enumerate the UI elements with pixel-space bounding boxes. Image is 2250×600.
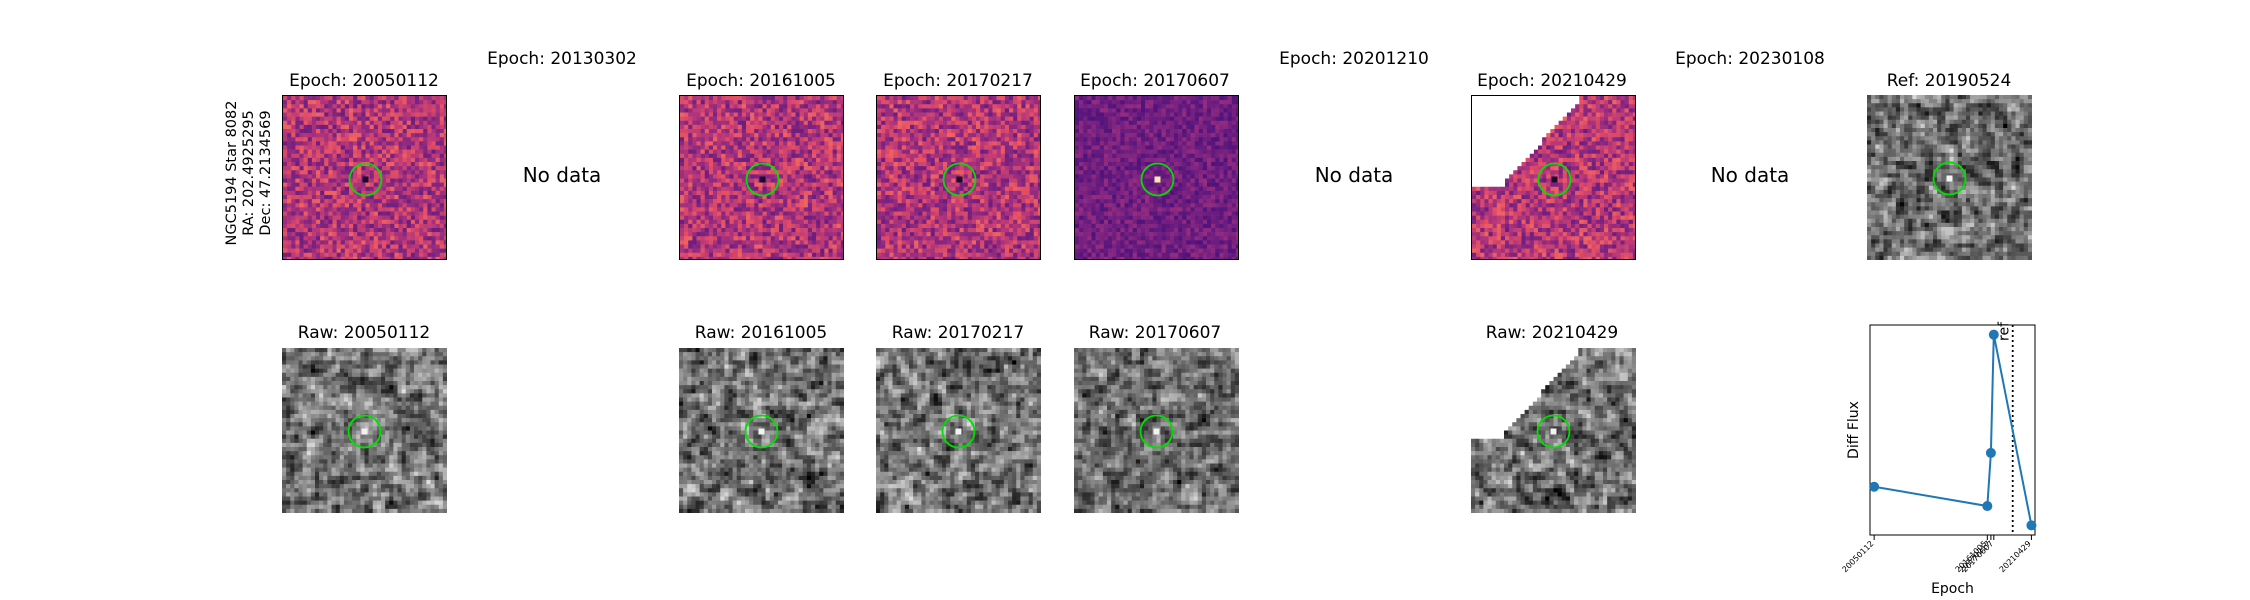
target-circle (347, 414, 382, 449)
target-circle (1932, 161, 1967, 196)
target-circle (1536, 414, 1571, 449)
diff-image (1471, 95, 1636, 260)
panel-title: Raw: 20170607 (1088, 323, 1222, 343)
panel-title: Epoch: 20170607 (1080, 71, 1230, 91)
no-data-text: No data (1314, 163, 1394, 187)
panel-title: Epoch: 20210429 (1477, 71, 1627, 91)
data-point (1982, 501, 1993, 512)
panel-title: Epoch: 20050112 (289, 71, 439, 91)
target-circle (744, 414, 779, 449)
star-ra: RA: 202.4925295 (241, 110, 257, 236)
reference-image (1867, 95, 2032, 260)
source-pixel (956, 176, 963, 183)
raw-image (1471, 348, 1636, 513)
diff-image (679, 95, 844, 260)
no-data-text: No data (1710, 163, 1790, 187)
target-circle (1537, 162, 1572, 197)
source-pixel (758, 428, 765, 435)
panel-title: Raw: 20161005 (694, 323, 828, 343)
reference-label: ref (1997, 321, 2013, 341)
y-axis-label: Diff Flux (1846, 401, 1862, 459)
panel-title: Epoch: 20170217 (883, 71, 1033, 91)
panel-title: Epoch: 20130302 (487, 49, 637, 69)
x-tick-label: 20050112 (1840, 539, 1875, 574)
data-point (1985, 447, 1996, 458)
plot-frame (1869, 324, 2036, 536)
star-label: NGC5194 Star 8082 RA: 202.4925295 Dec: 4… (224, 98, 275, 248)
raw-image (282, 348, 447, 513)
x-axis-label: Epoch (1931, 581, 1974, 597)
source-pixel (955, 428, 962, 435)
diff-image (876, 95, 1041, 260)
source-pixel (1153, 428, 1160, 435)
panel-title: Ref: 20190524 (1886, 71, 2012, 91)
diff-image (1074, 95, 1239, 260)
panel-title: Epoch: 20201210 (1279, 49, 1429, 69)
target-circle (1139, 414, 1174, 449)
panel-title: Raw: 20050112 (297, 323, 431, 343)
panel-title: Raw: 20170217 (891, 323, 1025, 343)
raw-image (679, 348, 844, 513)
no-data-text: No data (522, 163, 602, 187)
target-circle (1140, 162, 1175, 197)
raw-image (1074, 348, 1239, 513)
star-dec: Dec: 47.2134569 (258, 110, 274, 236)
star-name: NGC5194 Star 8082 (224, 100, 240, 246)
target-circle (745, 162, 780, 197)
source-pixel (362, 176, 369, 183)
target-circle (942, 162, 977, 197)
target-circle (348, 162, 383, 197)
source-pixel (361, 428, 368, 435)
source-pixel (1551, 176, 1558, 183)
panel-title: Raw: 20210429 (1485, 323, 1619, 343)
source-pixel (1550, 428, 1557, 435)
source-pixel (759, 176, 766, 183)
raw-image (876, 348, 1041, 513)
data-point (2026, 520, 2037, 531)
x-tick-label: 20210429 (1998, 539, 2033, 574)
diff-image (282, 95, 447, 260)
source-pixel (1946, 175, 1953, 182)
target-circle (941, 414, 976, 449)
panel-title: Epoch: 20230108 (1675, 49, 1825, 69)
panel-title: Epoch: 20161005 (686, 71, 836, 91)
source-pixel (1154, 176, 1161, 183)
data-point (1988, 329, 1999, 340)
series-line (1873, 334, 2033, 526)
data-point (1869, 481, 1880, 492)
